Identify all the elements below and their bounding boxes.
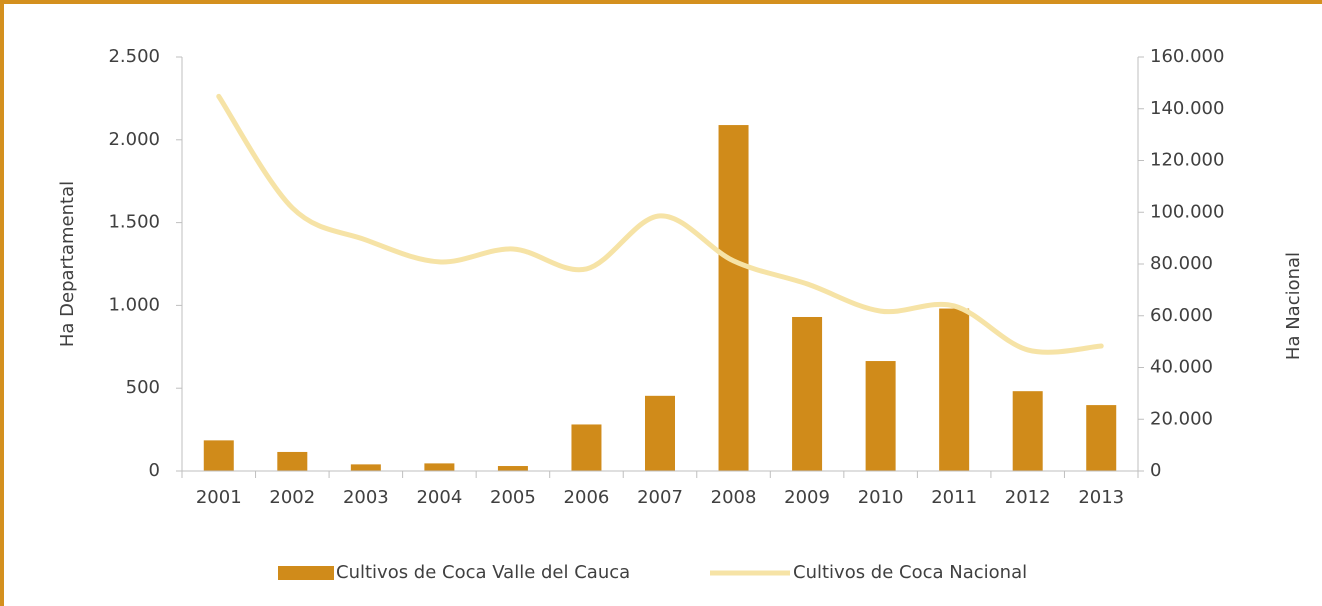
y-axis-title: Ha Departamental bbox=[57, 181, 78, 347]
line bbox=[216, 93, 1104, 355]
y-tick-label: 1.000 bbox=[108, 294, 160, 315]
x-tick-label: 2006 bbox=[564, 487, 610, 508]
bar bbox=[718, 125, 749, 472]
x-tick-label: 2012 bbox=[1005, 487, 1051, 508]
y-tick-label: 2.500 bbox=[108, 46, 160, 67]
x-tick-label: 2009 bbox=[784, 487, 830, 508]
x-tick-label: 2010 bbox=[858, 487, 904, 508]
bar bbox=[939, 308, 970, 471]
x-tick-label: 2008 bbox=[711, 487, 757, 508]
x-tick-label: 2002 bbox=[269, 487, 315, 508]
y-tick-label: 1.500 bbox=[108, 212, 160, 233]
bar bbox=[424, 463, 455, 471]
x-tick-label: 2004 bbox=[416, 487, 462, 508]
x-tick-label: 2005 bbox=[490, 487, 536, 508]
bar bbox=[571, 424, 602, 471]
x-tick-label: 2003 bbox=[343, 487, 389, 508]
bar bbox=[1086, 405, 1117, 471]
bar bbox=[645, 395, 675, 471]
y2-tick-label: 40.000 bbox=[1150, 357, 1213, 378]
bar bbox=[277, 451, 308, 471]
x-tick-label: 2001 bbox=[196, 487, 242, 508]
y-tick-label: 500 bbox=[126, 377, 160, 398]
bar bbox=[865, 361, 896, 471]
legend-swatch bbox=[278, 566, 334, 580]
bar bbox=[497, 466, 528, 471]
y2-tick-label: 120.000 bbox=[1150, 150, 1224, 171]
y2-tick-label: 20.000 bbox=[1150, 408, 1213, 429]
y2-tick-label: 140.000 bbox=[1150, 98, 1224, 119]
bar bbox=[350, 464, 381, 471]
legend-label: Cultivos de Coca Valle del Cauca bbox=[336, 562, 630, 583]
x-tick-label: 2007 bbox=[637, 487, 683, 508]
y2-axis-title: Ha Nacional bbox=[1283, 252, 1304, 360]
y2-tick-label: 100.000 bbox=[1150, 201, 1224, 222]
y2-tick-label: 0 bbox=[1150, 460, 1161, 481]
y-tick-label: 0 bbox=[149, 460, 160, 481]
y2-tick-label: 160.000 bbox=[1150, 46, 1224, 67]
legend-label: Cultivos de Coca Nacional bbox=[793, 562, 1027, 583]
bar bbox=[203, 440, 234, 471]
bar bbox=[1012, 391, 1043, 471]
y2-tick-label: 60.000 bbox=[1150, 305, 1213, 326]
y2-tick-label: 80.000 bbox=[1150, 253, 1213, 274]
x-tick-label: 2013 bbox=[1078, 487, 1124, 508]
y-tick-label: 2.000 bbox=[108, 129, 160, 150]
x-tick-label: 2011 bbox=[931, 487, 977, 508]
bar bbox=[792, 316, 823, 471]
